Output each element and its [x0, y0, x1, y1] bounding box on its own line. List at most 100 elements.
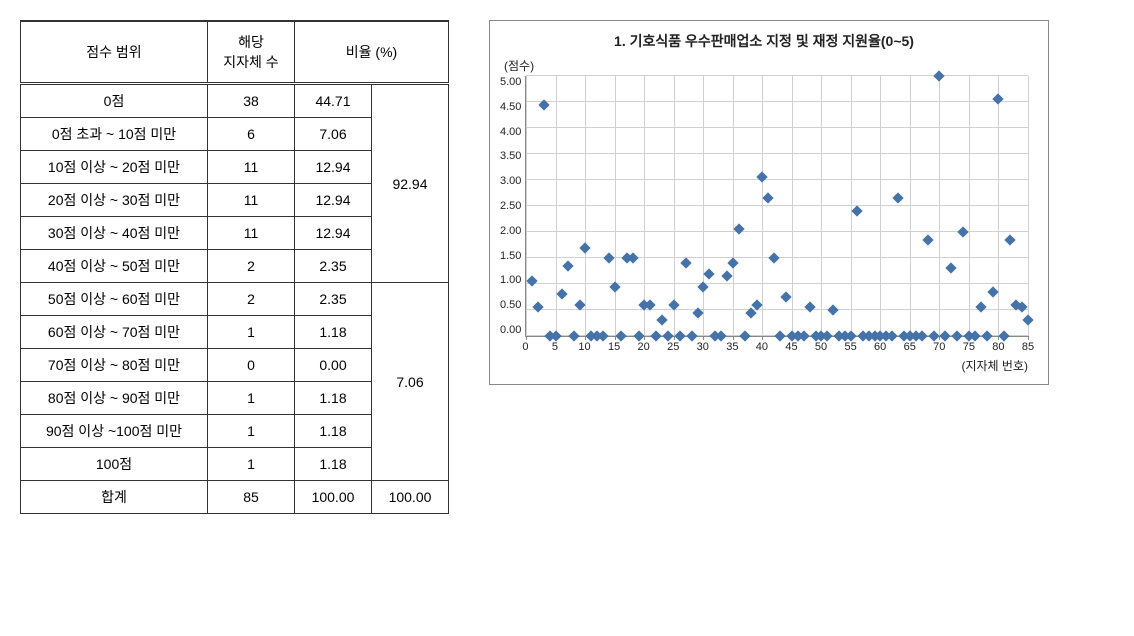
data-point [769, 252, 780, 263]
x-tick-label: 70 [933, 341, 945, 353]
x-tick-label: 40 [756, 341, 768, 353]
x-tick-label: 0 [522, 341, 528, 353]
cell-pct: 7.06 [295, 118, 372, 151]
x-tick-label: 60 [874, 341, 886, 353]
gridline-v [821, 76, 822, 336]
plot-area [525, 76, 1028, 337]
gridline-h [526, 101, 1028, 102]
data-point [580, 242, 591, 253]
chart-x-label: (지자체 번호) [525, 357, 1028, 374]
data-point [662, 330, 673, 341]
y-tick-label: 4.50 [500, 101, 521, 113]
data-point [533, 302, 544, 313]
gridline-v [526, 76, 527, 336]
data-point [940, 330, 951, 341]
gridline-v [910, 76, 911, 336]
cell-pct: 2.35 [295, 283, 372, 316]
cell-range: 70점 이상 ~ 80점 미만 [21, 349, 208, 382]
chart-title: 1. 기호식품 우수판매업소 지정 및 재정 지원율(0~5) [500, 31, 1028, 51]
y-tick-label: 0.50 [500, 299, 521, 311]
y-tick-label: 4.00 [500, 126, 521, 138]
x-tick-label: 45 [785, 341, 797, 353]
x-tick-label: 50 [815, 341, 827, 353]
data-point [556, 289, 567, 300]
data-point [981, 330, 992, 341]
gridline-h [526, 231, 1028, 232]
table-row: 50점 이상 ~ 60점 미만22.357.06 [21, 283, 449, 316]
gridline-h [526, 283, 1028, 284]
y-tick-label: 1.50 [500, 250, 521, 262]
data-point [957, 226, 968, 237]
data-point [686, 330, 697, 341]
data-point [946, 263, 957, 274]
cell-count: 1 [208, 382, 295, 415]
data-point [999, 330, 1010, 341]
y-tick-label: 0.00 [500, 324, 521, 336]
cell-pct: 12.94 [295, 151, 372, 184]
gridline-h [526, 179, 1028, 180]
y-tick-label: 2.00 [500, 225, 521, 237]
data-point [615, 330, 626, 341]
x-tick [733, 336, 734, 340]
data-point [633, 330, 644, 341]
y-axis: 5.004.504.003.503.002.502.001.501.000.50… [500, 76, 525, 336]
x-tick-label: 80 [992, 341, 1004, 353]
cell-count: 11 [208, 151, 295, 184]
cell-count: 11 [208, 217, 295, 250]
chart-y-label: (점수) [504, 57, 1028, 74]
cell-range: 30점 이상 ~ 40점 미만 [21, 217, 208, 250]
cell-range: 100점 [21, 448, 208, 481]
gridline-v [703, 76, 704, 336]
data-point [674, 330, 685, 341]
data-point [562, 260, 573, 271]
x-tick-label: 15 [608, 341, 620, 353]
data-point [893, 193, 904, 204]
cell-total-label: 합계 [21, 481, 208, 514]
x-tick-label: 55 [844, 341, 856, 353]
gridline-h [526, 75, 1028, 76]
data-point [757, 172, 768, 183]
cell-range: 0점 [21, 84, 208, 118]
cell-count: 2 [208, 250, 295, 283]
data-point [739, 330, 750, 341]
cell-count: 0 [208, 349, 295, 382]
cell-pct: 0.00 [295, 349, 372, 382]
data-point [651, 330, 662, 341]
x-tick [644, 336, 645, 340]
cell-count: 1 [208, 316, 295, 349]
gridline-v [556, 76, 557, 336]
cell-range: 40점 이상 ~ 50점 미만 [21, 250, 208, 283]
gridline-v [969, 76, 970, 336]
data-point [804, 302, 815, 313]
data-point [822, 330, 833, 341]
x-tick [526, 336, 527, 340]
data-point [704, 268, 715, 279]
cell-range: 90점 이상 ~100점 미만 [21, 415, 208, 448]
gridline-v [585, 76, 586, 336]
cell-count: 11 [208, 184, 295, 217]
gridline-v [1028, 76, 1029, 336]
gridline-v [851, 76, 852, 336]
x-tick-label: 5 [552, 341, 558, 353]
cell-pct: 12.94 [295, 217, 372, 250]
data-point [993, 94, 1004, 105]
cell-count: 2 [208, 283, 295, 316]
cell-pct: 1.18 [295, 382, 372, 415]
y-tick-label: 3.50 [500, 150, 521, 162]
x-tick [762, 336, 763, 340]
cell-total-group: 100.00 [372, 481, 449, 514]
x-tick-label: 75 [963, 341, 975, 353]
cell-count: 1 [208, 415, 295, 448]
cell-pct: 1.18 [295, 415, 372, 448]
scatter-chart: 1. 기호식품 우수판매업소 지정 및 재정 지원율(0~5) (점수) 5.0… [489, 20, 1049, 385]
gridline-h [526, 127, 1028, 128]
x-tick-label: 35 [726, 341, 738, 353]
gridline-h [526, 205, 1028, 206]
x-tick-label: 20 [638, 341, 650, 353]
cell-pct: 1.18 [295, 316, 372, 349]
x-tick [703, 336, 704, 340]
data-point [721, 271, 732, 282]
x-axis: 0510152025303540455055606570758085 [525, 341, 1028, 355]
gridline-v [762, 76, 763, 336]
data-point [1005, 234, 1016, 245]
